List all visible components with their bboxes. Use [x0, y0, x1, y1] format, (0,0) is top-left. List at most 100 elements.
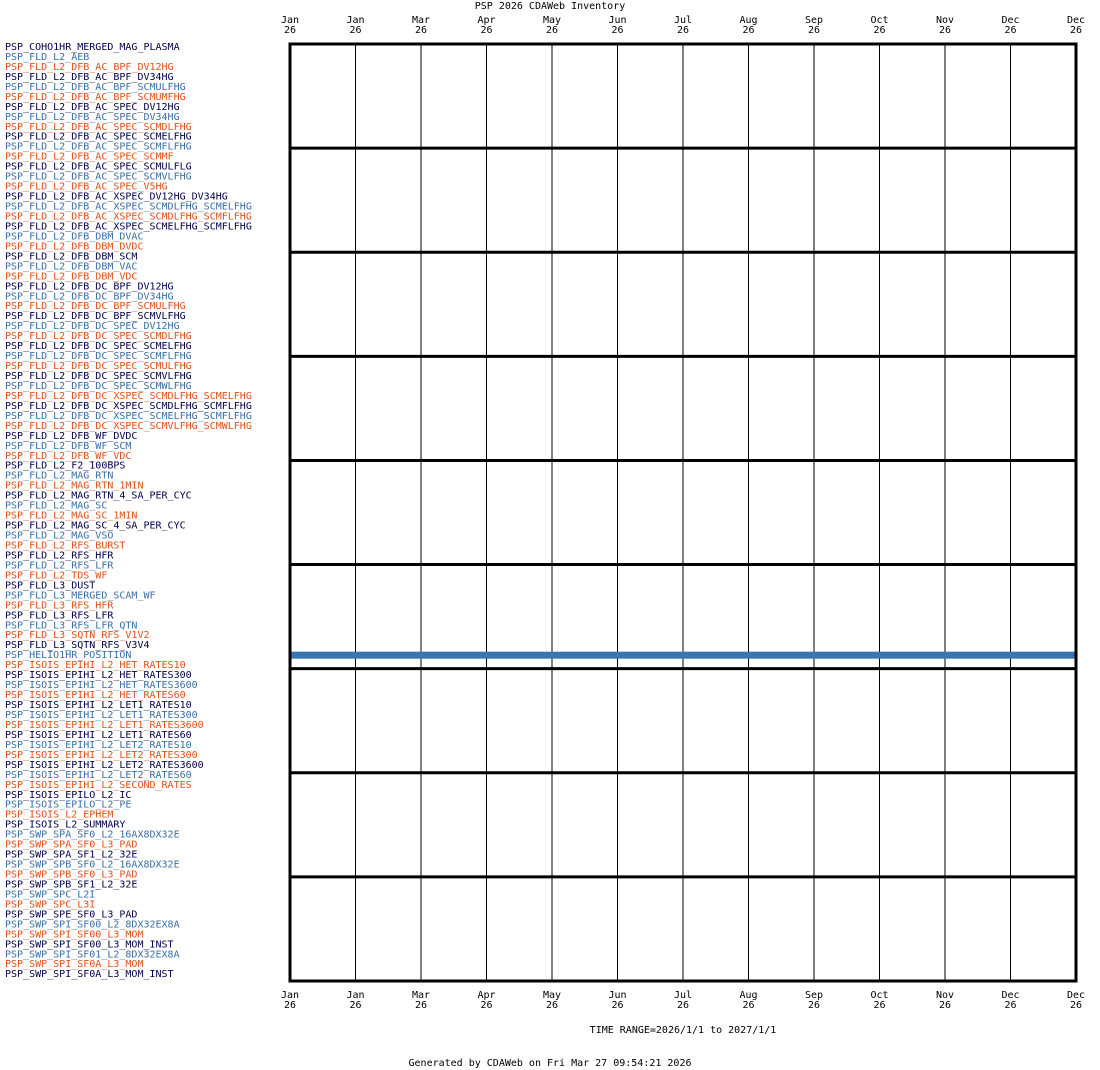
dataset-label: PSP_ISOIS_EPIHI_L2_LET2_RATES10 [5, 740, 192, 751]
x-tick-label-bottom: Jan 26 [346, 990, 365, 1011]
x-tick-label-bottom: Mar 26 [411, 990, 431, 1011]
dataset-label: PSP_SWP_SPC_L2I [5, 889, 95, 900]
dataset-label: PSP_FLD_L2_DFB_AC_SPEC_SCMMF [5, 152, 174, 163]
dataset-label: PSP_FLD_L2_DFB_DC_SPEC_SCMVLFHG [5, 371, 192, 382]
dataset-label: PSP_FLD_L2_DFB_DC_SPEC_SCMWLFHG [5, 381, 192, 392]
x-tick-label-bottom: Oct 26 [870, 990, 889, 1011]
dataset-label: PSP_FLD_L2_DFB_DC_BPF_DV12HG [5, 281, 174, 292]
x-tick-label-top: Jul 26 [673, 15, 693, 36]
x-tick-label-bottom: Aug 26 [739, 990, 758, 1011]
dataset-label: PSP_FLD_L2_DFB_AC_XSPEC_DV12HG_DV34HG [5, 192, 228, 203]
dataset-label: PSP_FLD_L2_DFB_DC_SPEC_DV12HG [5, 321, 180, 332]
dataset-label: PSP_ISOIS_EPIHI_L2_LET1_RATES300 [5, 710, 198, 721]
dataset-label: PSP_COHO1HR_MERGED_MAG_PLASMA [5, 42, 180, 53]
dataset-label: PSP_ISOIS_EPIHI_L2_SECOND_RATES [5, 780, 192, 791]
dataset-label: PSP_ISOIS_EPIHI_L2_LET2_RATES3600 [5, 760, 204, 771]
dataset-label: PSP_SWP_SPI_SF0A_L3_MOM [5, 959, 143, 970]
dataset-label: PSP_SWP_SPI_SF00_L3_MOM_INST [5, 939, 174, 950]
dataset-label: PSP_FLD_L2_MAG_RTN [5, 471, 113, 482]
dataset-label: PSP_ISOIS_EPIHI_L2_LET2_RATES60 [5, 770, 192, 781]
dataset-label: PSP_FLD_L2_DFB_AC_XSPEC_SCMDLFHG_SCMELFH… [5, 202, 252, 213]
chart-title: PSP 2026 CDAWeb Inventory [475, 1, 626, 12]
dataset-label: PSP_SWP_SPI_SF0A_L3_MOM_INST [5, 969, 174, 980]
dataset-label: PSP_FLD_L2_DFB_DBM_DVDC [5, 241, 143, 252]
dataset-label: PSP_FLD_L3_RFS_LFR_QTN [5, 620, 137, 631]
availability-bar [290, 651, 1076, 659]
dataset-label: PSP_FLD_L3_RFS_HFR [5, 600, 114, 611]
x-tick-label-top: Aug 26 [739, 15, 758, 36]
x-tick-label-top: Jun 26 [608, 15, 627, 36]
dataset-label: PSP_FLD_L2_DFB_AC_SPEC_SCMELFHG [5, 132, 192, 143]
dataset-label: PSP_ISOIS_EPIHI_L2_LET2_RATES300 [5, 750, 198, 761]
dataset-label: PSP_FLD_L2_DFB_DC_SPEC_SCMULFHG [5, 361, 192, 372]
dataset-label: PSP_FLD_L2_MAG_SC [5, 501, 107, 512]
dataset-label: PSP_FLD_L2_MAG_VSO [5, 531, 113, 542]
x-tick-label-bottom: Dec 26 [1001, 990, 1020, 1011]
dataset-label: PSP_FLD_L2_DFB_AC_SPEC_SCMFLFHG [5, 142, 192, 153]
dataset-label: PSP_FLD_L2_DFB_DC_SPEC_SCMELFHG [5, 341, 192, 352]
dataset-label: PSP_ISOIS_EPIHI_L2_HET_RATES60 [5, 690, 186, 701]
x-tick-label-top: Sep 26 [804, 15, 824, 36]
dataset-label: PSP_FLD_L2_DFB_DC_BPF_SCMULFHG [5, 301, 186, 312]
dataset-label: PSP_SWP_SPI_SF01_L2_8DX32EX8A [5, 949, 180, 960]
dataset-label: PSP_FLD_L3_MERGED_SCAM_WF [5, 590, 156, 601]
dataset-label: PSP_FLD_L2_AEB [5, 52, 89, 63]
dataset-label: PSP_FLD_L2_MAG_RTN_1MIN [5, 481, 143, 492]
x-tick-label-top: Nov 26 [935, 15, 955, 36]
dataset-label: PSP_FLD_L2_DFB_AC_SPEC_SCMVLFHG [5, 172, 192, 183]
dataset-label: PSP_ISOIS_EPIHI_L2_LET1_RATES10 [5, 700, 192, 711]
dataset-label: PSP_ISOIS_EPIHI_L2_LET1_RATES3600 [5, 720, 204, 731]
dataset-label: PSP_FLD_L2_MAG_SC_4_SA_PER_CYC [5, 521, 186, 532]
x-tick-label-bottom: Apr 26 [477, 990, 496, 1011]
dataset-label: PSP_FLD_L2_RFS_LFR [5, 560, 114, 571]
dataset-label: PSP_SWP_SPC_L3I [5, 899, 95, 910]
x-tick-label-top: Jan 26 [346, 15, 365, 36]
dataset-label: PSP_FLD_L2_DFB_WF_VDC [5, 451, 131, 462]
x-tick-label-top: Mar 26 [411, 15, 431, 36]
dataset-label: PSP_FLD_L2_DFB_DBM_VDC [5, 271, 137, 282]
dataset-label: PSP_FLD_L3_SQTN_RFS_V3V4 [5, 640, 150, 651]
x-tick-label-bottom: Jan 26 [280, 990, 300, 1011]
dataset-label: PSP_FLD_L2_DFB_AC_SPEC_DV34HG [5, 112, 180, 123]
x-tick-label-bottom: May 26 [542, 990, 562, 1011]
dataset-label: PSP_FLD_L2_DFB_WF_SCM [5, 441, 131, 452]
x-axis-label: TIME RANGE=2026/1/1 to 2027/1/1 [590, 1025, 777, 1036]
dataset-label: PSP_FLD_L2_DFB_AC_BPF_DV34HG [5, 72, 174, 83]
x-tick-label-top: Apr 26 [477, 15, 496, 36]
x-tick-label-bottom: Jun 26 [608, 990, 627, 1011]
dataset-label: PSP_FLD_L3_RFS_LFR [5, 610, 114, 621]
dataset-label: PSP_SWP_SPA_SF0_L3_PAD [5, 840, 137, 851]
dataset-label: PSP_FLD_L2_DFB_AC_BPF_DV12HG [5, 62, 174, 73]
dataset-label: PSP_FLD_L2_DFB_AC_BPF_SCMUMFHG [5, 92, 186, 103]
x-tick-label-top: Jan 26 [280, 15, 300, 36]
dataset-label: PSP_SWP_SPI_SF00_L2_8DX32EX8A [5, 919, 180, 930]
dataset-label: PSP_FLD_L2_DFB_DBM_SCM [5, 251, 137, 262]
x-tick-label-bottom: Dec 26 [1066, 990, 1086, 1011]
dataset-label: PSP_FLD_L2_DFB_AC_BPF_SCMULFHG [5, 82, 186, 93]
dataset-label: PSP_FLD_L2_DFB_AC_SPEC_SCMULFLG [5, 162, 192, 173]
plot-frame [288, 42, 1078, 983]
dataset-label: PSP_FLD_L2_F2_100BPS [5, 461, 125, 472]
dataset-label: PSP_FLD_L2_MAG_SC_1MIN [5, 511, 137, 522]
x-tick-label-bottom: Nov 26 [935, 990, 955, 1011]
dataset-label: PSP_FLD_L2_DFB_DC_XSPEC_SCMELFHG_SCMFLFH… [5, 411, 252, 422]
x-tick-label-bottom: Sep 26 [804, 990, 824, 1011]
dataset-label: PSP_FLD_L2_DFB_DC_BPF_DV34HG [5, 291, 174, 302]
x-tick-label-top: Dec 26 [1001, 15, 1020, 36]
dataset-label: PSP_FLD_L2_DFB_DC_XSPEC_SCMVLFHG_SCMWLFH… [5, 421, 252, 432]
dataset-label: PSP_FLD_L2_RFS_BURST [5, 541, 125, 552]
dataset-label: PSP_SWP_SPE_SF0_L3_PAD [5, 909, 137, 920]
dataset-label: PSP_ISOIS_L2_EPHEM [5, 810, 113, 821]
dataset-label: PSP_FLD_L2_RFS_HFR [5, 550, 114, 561]
dataset-label: PSP_SWP_SPB_SF0_L2_16AX8DX32E [5, 860, 180, 871]
dataset-label: PSP_FLD_L2_DFB_WF_DVDC [5, 431, 137, 442]
dataset-label: PSP_SWP_SPA_SF0_L2_16AX8DX32E [5, 830, 180, 841]
dataset-label: PSP_FLD_L2_DFB_AC_SPEC_V5HG [5, 182, 168, 193]
dataset-label: PSP_FLD_L2_DFB_AC_XSPEC_SCMDLFHG_SCMFLFH… [5, 211, 252, 222]
dataset-label: PSP_ISOIS_EPIHI_L2_HET_RATES300 [5, 670, 192, 681]
x-tick-label-top: Dec 26 [1066, 15, 1086, 36]
dataset-label: PSP_FLD_L2_DFB_AC_SPEC_SCMDLFHG [5, 122, 192, 133]
dataset-label: PSP_ISOIS_EPIHI_L2_LET1_RATES60 [5, 730, 192, 741]
